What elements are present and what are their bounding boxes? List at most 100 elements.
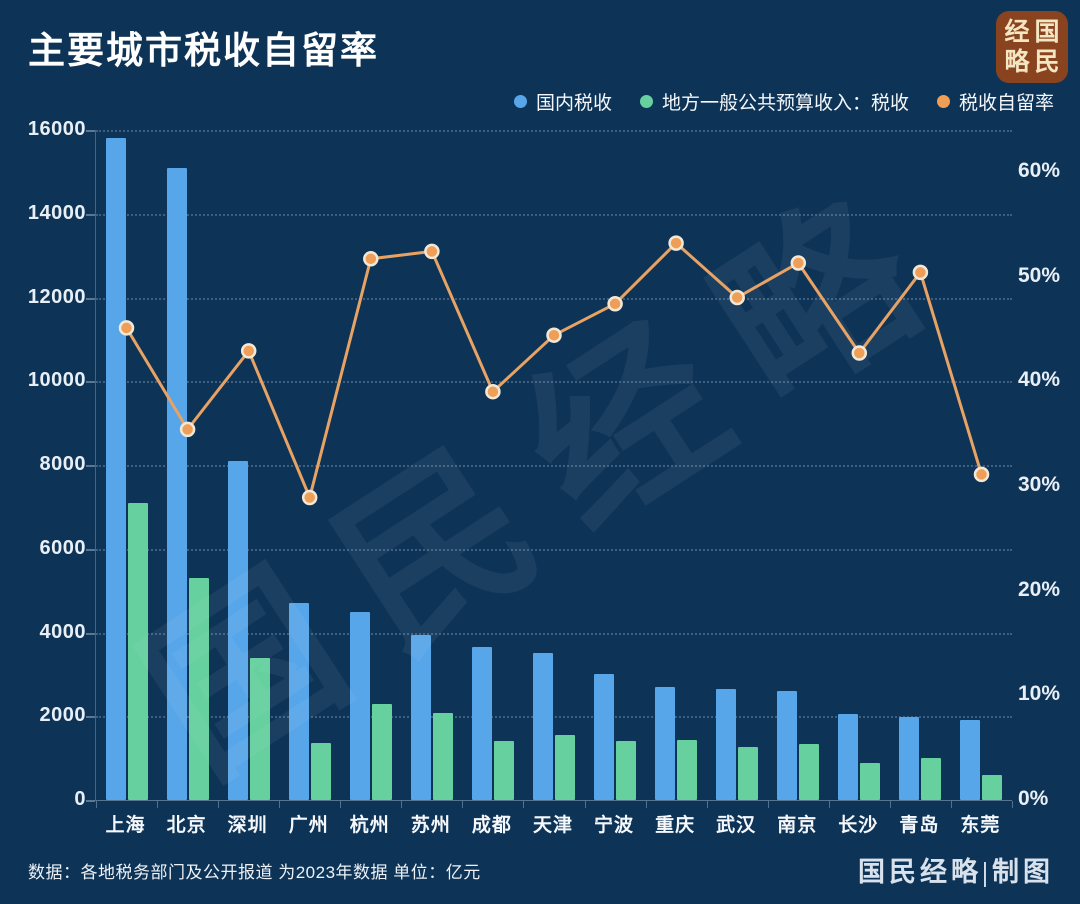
bar-local-tax [310, 743, 331, 800]
logo-char-tl: 经 [1004, 18, 1030, 46]
bar-domestic-tax [166, 167, 187, 800]
bar-domestic-tax [594, 674, 615, 800]
gridline [96, 213, 1012, 216]
x-axis-tick [279, 801, 281, 808]
bar-domestic-tax [532, 653, 553, 800]
gridline [96, 381, 1012, 384]
y-axis-tick [86, 548, 95, 551]
bar-local-tax [738, 746, 759, 800]
y-axis-tick [86, 465, 95, 467]
bar-domestic-tax [777, 691, 798, 800]
bar-group [768, 130, 829, 800]
bar-local-tax [799, 743, 820, 800]
x-axis-tick [828, 801, 830, 808]
bar-domestic-tax [410, 634, 431, 800]
bar-group [96, 130, 157, 800]
y-axis-tick [86, 130, 95, 132]
x-axis-tick [157, 801, 159, 808]
y-axis-right-label: 60% [1018, 158, 1061, 182]
legend-item-local-tax: 地方一般公共预算收入：税收 [639, 88, 909, 115]
y-axis-left-label: 10000 [27, 369, 86, 392]
logo-char-br: 民 [1034, 48, 1060, 76]
x-axis-tick [462, 801, 464, 808]
x-axis-tick [584, 801, 586, 808]
x-axis-tick [645, 801, 647, 808]
y-axis-left-label: 2000 [39, 704, 86, 727]
x-axis-tick [950, 801, 952, 808]
y-axis-tick [86, 800, 95, 802]
rate-line [125, 241, 983, 503]
bar-local-tax [860, 763, 881, 800]
line-point [851, 345, 868, 361]
bar-local-tax [677, 739, 698, 800]
legend-item-domestic-tax: 国内税收 [513, 88, 612, 115]
bar-group [157, 130, 218, 800]
bar-local-tax [493, 740, 514, 800]
line-point [546, 327, 562, 343]
line-point [607, 296, 623, 312]
y-axis-tick [86, 716, 95, 719]
y-axis-left-label: 6000 [39, 536, 86, 559]
line-point [912, 264, 929, 281]
x-axis-label: 武汉 [716, 815, 757, 836]
bar-local-tax [921, 758, 942, 800]
logo-char-tr: 国 [1034, 18, 1060, 46]
bar-domestic-tax [105, 138, 126, 800]
line-point [729, 289, 745, 306]
line-point [240, 343, 257, 359]
gridline [96, 297, 1012, 300]
legend-dot-icon [936, 95, 950, 108]
y-axis-right-label: 10% [1018, 682, 1061, 706]
line-point [363, 251, 379, 267]
bar-group [951, 130, 1012, 800]
y-axis-left-label: 14000 [27, 201, 86, 224]
plot-area [86, 130, 1013, 808]
x-axis-tick [96, 801, 97, 808]
bar-domestic-tax [227, 460, 248, 800]
x-axis-tick [401, 801, 403, 808]
bar-domestic-tax [838, 714, 859, 800]
gridline [96, 130, 1012, 132]
x-axis-tick [218, 801, 220, 808]
x-axis-label: 上海 [105, 815, 146, 836]
bar-local-tax [982, 775, 1003, 800]
bar-local-tax [432, 713, 453, 800]
bar-local-tax [371, 703, 392, 800]
x-axis-label: 东莞 [960, 815, 1001, 836]
legend-label: 国内税收 [535, 93, 612, 114]
x-axis-label: 长沙 [838, 815, 879, 836]
bar-local-tax [249, 657, 270, 800]
chart-legend: 国内税收 地方一般公共预算收入：税收 税收自留率 [513, 88, 1054, 115]
bar-domestic-tax [471, 647, 492, 800]
y-axis-left-label: 0 [74, 788, 86, 810]
bar-domestic-tax [716, 689, 737, 800]
bar-group [218, 130, 279, 800]
page-title: 主要城市税收自留率 [28, 30, 379, 71]
brand-logo: 经 国 略 民 [996, 11, 1068, 83]
bar-domestic-tax [288, 603, 309, 800]
bar-local-tax [127, 502, 148, 800]
x-axis-label: 青岛 [899, 815, 940, 836]
line-point [485, 383, 501, 400]
x-axis-label: 宁波 [594, 815, 635, 836]
bars-layer [96, 130, 1012, 800]
bar-local-tax [188, 578, 209, 800]
y-axis-left-label: 16000 [27, 118, 86, 140]
bar-local-tax [616, 740, 637, 800]
bar-group [279, 130, 340, 800]
line-point [301, 489, 318, 506]
y-axis-right-label: 40% [1018, 368, 1061, 392]
line-point [118, 320, 135, 336]
y-axis-left: 0 2000 4000 6000 8000 10000 12000 14000 16000 [0, 118, 86, 810]
y-axis-right-label: 0% [1018, 787, 1049, 810]
y-axis-tick [86, 632, 95, 635]
x-axis-tick [340, 801, 342, 808]
bar-group [462, 130, 523, 800]
gridline [96, 465, 1012, 467]
y-axis-right-label: 50% [1018, 263, 1061, 287]
y-axis-left-label: 4000 [39, 620, 86, 643]
x-axis-tick [523, 801, 525, 808]
x-axis-tick [706, 801, 708, 808]
x-axis-label: 南京 [777, 815, 818, 836]
y-axis-right-label: 20% [1018, 577, 1061, 601]
